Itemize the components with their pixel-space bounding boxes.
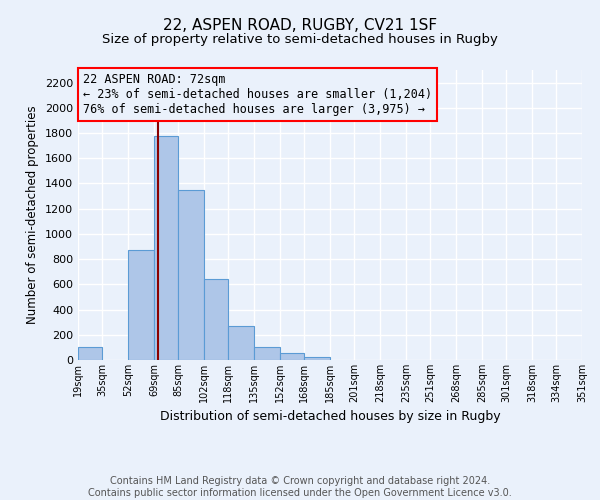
Bar: [178, 190, 204, 360]
Bar: [204, 280, 228, 360]
X-axis label: Distribution of semi-detached houses by size in Rugby: Distribution of semi-detached houses by …: [160, 410, 500, 424]
Bar: [128, 250, 154, 360]
Bar: [228, 326, 254, 360]
Text: 22, ASPEN ROAD, RUGBY, CV21 1SF: 22, ASPEN ROAD, RUGBY, CV21 1SF: [163, 18, 437, 32]
Bar: [78, 348, 102, 360]
Text: Contains HM Land Registry data © Crown copyright and database right 2024.
Contai: Contains HM Land Registry data © Crown c…: [88, 476, 512, 498]
Text: 22 ASPEN ROAD: 72sqm
← 23% of semi-detached houses are smaller (1,204)
76% of se: 22 ASPEN ROAD: 72sqm ← 23% of semi-detac…: [83, 73, 432, 116]
Bar: [304, 357, 330, 360]
Bar: [154, 136, 178, 360]
Text: Size of property relative to semi-detached houses in Rugby: Size of property relative to semi-detach…: [102, 32, 498, 46]
Bar: [280, 353, 304, 360]
Bar: [254, 348, 280, 360]
Y-axis label: Number of semi-detached properties: Number of semi-detached properties: [26, 106, 40, 324]
